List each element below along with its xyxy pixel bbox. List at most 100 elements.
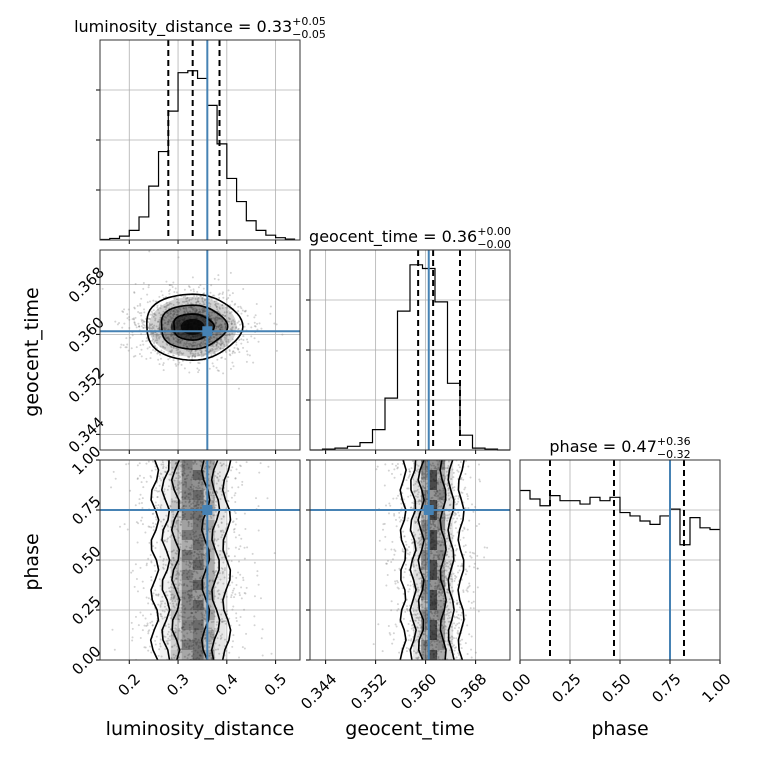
sample-point: [209, 302, 212, 305]
sample-point: [220, 338, 223, 341]
density-cell: [421, 520, 430, 530]
sample-point: [197, 553, 200, 556]
sample-point: [411, 624, 414, 627]
sample-point: [454, 577, 457, 580]
sample-point: [208, 315, 211, 318]
sample-point: [167, 626, 170, 629]
sample-point: [251, 552, 254, 555]
sample-point: [198, 344, 201, 347]
sample-point: [158, 578, 161, 581]
sample-point: [425, 586, 428, 589]
sample-point: [159, 472, 162, 475]
sample-point: [200, 552, 203, 555]
sample-point: [195, 557, 198, 560]
sample-point: [187, 285, 190, 288]
sample-point: [141, 516, 144, 519]
density-cell: [170, 550, 182, 560]
sample-point: [412, 650, 415, 653]
sample-point: [447, 489, 450, 492]
sample-point: [228, 353, 231, 356]
sample-point: [221, 529, 224, 532]
sample-point: [177, 310, 180, 313]
sample-point: [161, 609, 164, 612]
sample-point: [421, 514, 424, 517]
sample-point: [114, 477, 117, 480]
sample-point: [433, 614, 436, 617]
sample-point: [445, 569, 448, 572]
sample-point: [198, 362, 201, 365]
sample-point: [210, 354, 213, 357]
sample-point: [389, 504, 392, 507]
sample-point: [474, 651, 477, 654]
sample-point: [405, 479, 408, 482]
sample-point: [209, 515, 212, 518]
sample-point: [422, 567, 425, 570]
sample-point: [165, 640, 168, 643]
sample-point: [157, 327, 160, 330]
sample-point: [407, 476, 410, 479]
sample-point: [444, 483, 447, 486]
sample-point: [457, 470, 460, 473]
sample-point: [470, 648, 473, 651]
density-cell: [170, 540, 182, 550]
sample-point: [212, 491, 215, 494]
sample-point: [448, 498, 451, 501]
sample-point: [177, 256, 180, 259]
sample-point: [190, 544, 193, 547]
density-cell: [421, 480, 430, 490]
sample-point: [186, 617, 189, 620]
sample-point: [166, 639, 169, 642]
sample-point: [169, 302, 172, 305]
hist-luminosity-distance: luminosity_distance = 0.33+0.05 −0.05: [74, 15, 326, 244]
sample-point: [442, 462, 445, 465]
sample-point: [194, 504, 197, 507]
sample-point: [134, 324, 137, 327]
sample-point: [224, 620, 227, 623]
sample-point: [430, 640, 433, 643]
sample-point: [253, 624, 256, 627]
density-cell: [181, 610, 193, 620]
density-cell: [421, 550, 430, 560]
sample-point: [203, 308, 206, 311]
sample-point: [426, 644, 429, 647]
sample-point: [403, 535, 406, 538]
sample-point: [171, 333, 174, 336]
sample-point: [167, 337, 170, 340]
sample-point: [157, 593, 160, 596]
sample-point: [208, 350, 211, 353]
sample-point: [422, 526, 425, 529]
sample-point: [217, 525, 220, 528]
sample-point: [191, 311, 194, 314]
sample-point: [187, 596, 190, 599]
sample-point: [190, 612, 193, 615]
sample-point: [409, 573, 412, 576]
sample-point: [445, 537, 448, 540]
sample-point: [419, 630, 422, 633]
density-cell: [437, 530, 446, 540]
sample-point: [212, 570, 215, 573]
sample-point: [189, 595, 192, 598]
sample-point: [222, 515, 225, 518]
density-cell: [159, 620, 171, 630]
sample-point: [460, 618, 463, 621]
sample-point: [435, 588, 438, 591]
sample-point: [429, 550, 432, 553]
sample-point: [186, 540, 189, 543]
sample-point: [186, 296, 189, 299]
sample-point: [216, 369, 219, 372]
sample-point: [142, 326, 145, 329]
sample-point: [418, 577, 421, 580]
sample-point: [436, 481, 439, 484]
sample-point: [185, 584, 188, 587]
sample-point: [436, 554, 439, 557]
sample-point: [172, 653, 175, 656]
sample-point: [220, 490, 223, 493]
sample-point: [212, 501, 215, 504]
sample-point: [161, 595, 164, 598]
sample-point: [448, 497, 451, 500]
sample-point: [168, 303, 171, 306]
sample-point: [450, 635, 453, 638]
sample-point: [177, 474, 180, 477]
sample-point: [209, 336, 212, 339]
sample-point: [423, 559, 426, 562]
